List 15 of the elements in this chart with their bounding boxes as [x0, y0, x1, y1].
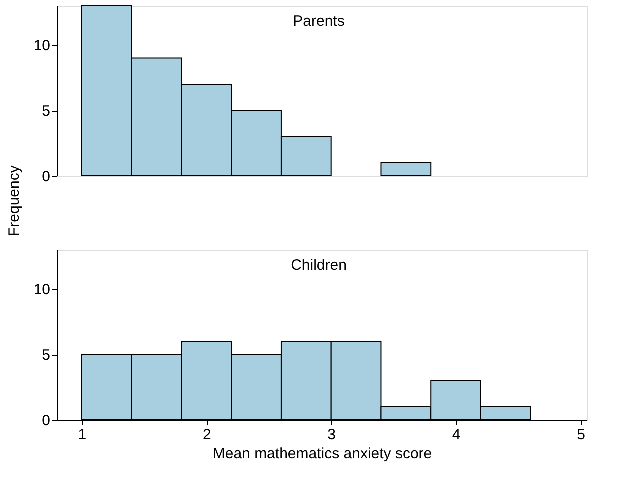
x-tick-label: 2: [202, 426, 212, 444]
x-tick-label: 5: [577, 426, 586, 444]
x-tick-label: 1: [78, 426, 87, 444]
y-tick-label: 10: [34, 38, 50, 55]
y-axis-title: Frequency: [6, 165, 23, 236]
y-tick-label: 0: [42, 412, 50, 430]
y-tick-label: 0: [42, 168, 50, 186]
text: Parents: [293, 13, 345, 30]
x-tick-label: 4: [452, 426, 461, 444]
y-tick-label: 5: [42, 347, 50, 364]
text: Children: [291, 257, 347, 274]
y-tick-label: 10: [34, 282, 50, 299]
x-axis-title: Mean mathematics anxiety score: [212, 446, 432, 462]
x-tick-label: 3: [328, 426, 336, 444]
y-tick-label: 5: [42, 103, 50, 120]
